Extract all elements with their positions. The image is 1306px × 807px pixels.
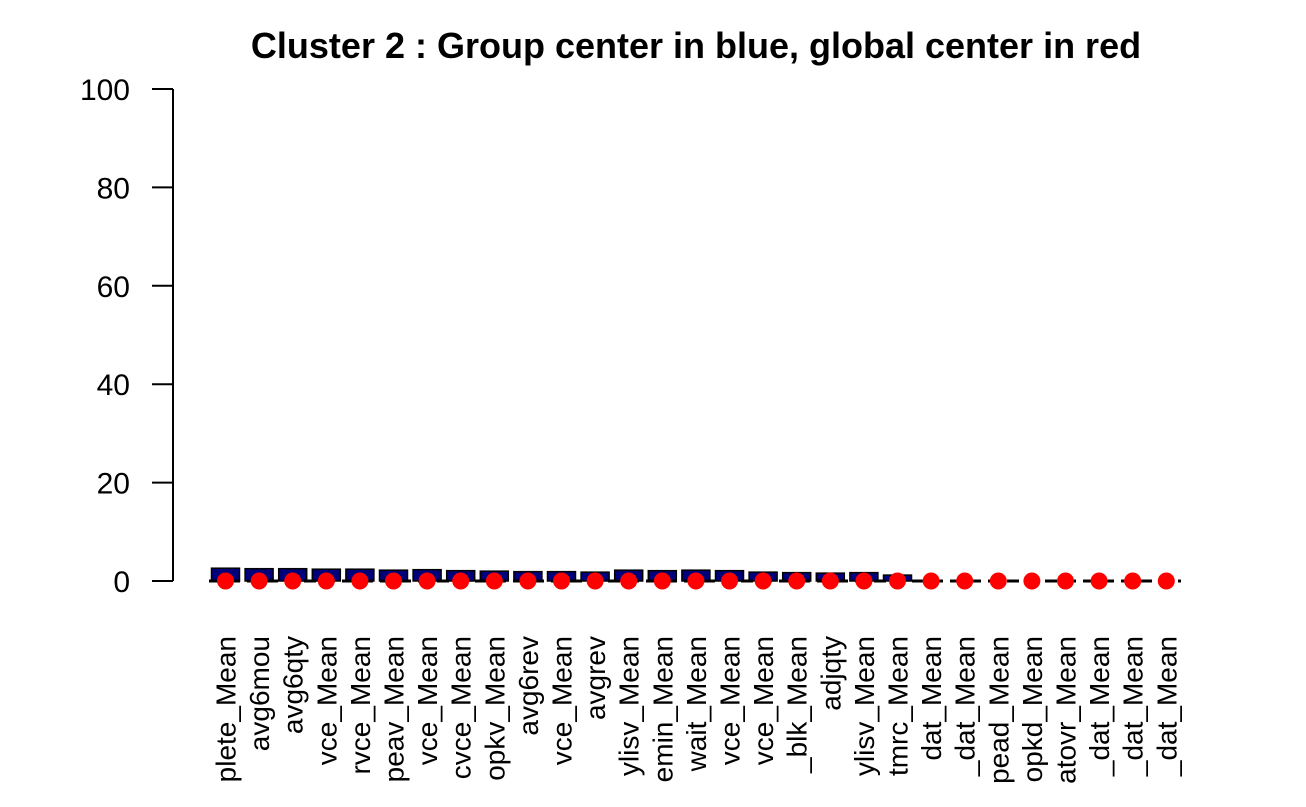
global-center-point: [821, 572, 839, 590]
global-center-point: [1157, 572, 1175, 590]
category-label: peav_Mean: [379, 636, 410, 782]
category-label: vce_Mean: [715, 636, 746, 765]
global-center-point: [452, 572, 470, 590]
category-label: vce_Mean: [412, 636, 443, 765]
category-label: vce_Mean: [547, 636, 578, 765]
category-label: opkd_Mean: [1017, 636, 1048, 782]
global-center-point: [721, 572, 738, 590]
global-center-point: [653, 572, 671, 590]
global-center-point: [217, 572, 234, 590]
y-tick-label: 60: [97, 271, 130, 304]
global-center-point: [855, 572, 873, 590]
category-label: wait_Mean: [681, 636, 712, 772]
category-labels: plete_Mean avg6mou avg6qty vce_Mean rvce_Mea…: [211, 636, 1183, 784]
category-label: ylisv_Mean: [849, 636, 880, 776]
category-label: atovr_Mean: [1051, 636, 1082, 784]
category-label: tmrc_Mean: [883, 636, 914, 776]
global-center-point: [553, 572, 570, 590]
global-center-point: [1090, 572, 1108, 590]
category-label: plete_Mean: [211, 636, 242, 782]
category-label: avg6qty: [278, 636, 309, 734]
category-label: _dat_Mean: [950, 636, 981, 777]
global-center-point: [687, 572, 705, 590]
chart-title: Cluster 2 : Group center in blue, global…: [251, 25, 1141, 66]
global-center-point: [754, 572, 772, 590]
category-label: avg6rev: [513, 636, 544, 736]
category-label: vce_Mean: [311, 636, 342, 765]
global-center-point: [317, 572, 335, 590]
y-tick-label: 40: [97, 369, 130, 402]
category-label: pead_Mean: [983, 636, 1014, 784]
y-tick-label: 0: [113, 566, 130, 599]
global-center-point: [956, 572, 974, 590]
global-center-point: [418, 572, 436, 590]
category-label: adjqty: [815, 636, 846, 711]
category-label: _dat_Mean: [1151, 636, 1182, 777]
global-center-point: [989, 572, 1007, 590]
global-center-point: [519, 572, 537, 590]
global-center-point: [284, 572, 302, 590]
category-label: avg6mou: [244, 636, 275, 751]
global-center-point: [485, 572, 503, 590]
y-tick-label: 20: [97, 468, 130, 501]
category-label: emin_Mean: [647, 636, 678, 782]
category-label: ylisv_Mean: [614, 636, 645, 776]
category-label: _dat_Mean: [1118, 636, 1149, 777]
global-center-point: [1023, 572, 1041, 590]
y-axis: 0 20 40 60 80 100: [80, 74, 174, 599]
global-center-point: [922, 572, 940, 590]
global-center-point: [1124, 572, 1142, 590]
category-label: opkv_Mean: [479, 636, 510, 781]
global-center-point: [889, 572, 906, 590]
category-label: cvce_Mean: [446, 636, 477, 779]
y-tick-label: 100: [80, 74, 130, 107]
category-label: avgrev: [580, 636, 611, 720]
global-center-point: [788, 572, 806, 590]
global-center-point: [351, 572, 369, 590]
category-label: _blk_Mean: [782, 636, 813, 774]
global-center-point: [586, 572, 604, 590]
global-center-points: [217, 572, 1175, 590]
global-center-point: [250, 572, 268, 590]
global-center-point: [1057, 572, 1074, 590]
category-label: dat_Mean: [916, 636, 947, 761]
category-label: vce_Mean: [748, 636, 779, 765]
y-tick-label: 80: [97, 172, 130, 205]
global-center-point: [385, 572, 402, 590]
category-label: _dat_Mean: [1084, 636, 1115, 777]
global-center-point: [620, 572, 638, 590]
category-label: rvce_Mean: [345, 636, 376, 775]
